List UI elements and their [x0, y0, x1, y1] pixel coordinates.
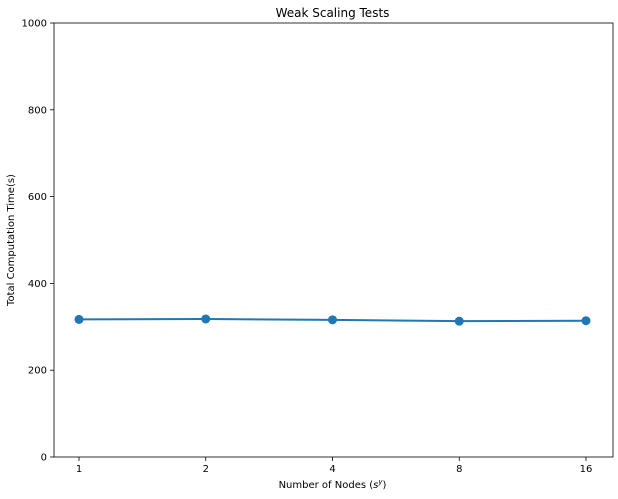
- x-axis-label: Number of Nodes (sy): [279, 478, 387, 491]
- x-tick-label: 4: [329, 464, 335, 475]
- plot-frame: [53, 22, 614, 458]
- y-tick-label: 0: [41, 453, 47, 464]
- x-tick-label: 1: [76, 464, 82, 475]
- chart-title: Weak Scaling Tests: [276, 6, 390, 20]
- x-tick-label: 2: [203, 464, 209, 475]
- y-axis-label: Total Computation Time(s): [6, 174, 17, 307]
- x-tick-label: 8: [456, 464, 462, 475]
- y-tick-label: 600: [28, 192, 47, 203]
- x-tick-label: 16: [580, 464, 593, 475]
- y-tick-label: 400: [28, 279, 47, 290]
- y-tick-label: 800: [28, 105, 47, 116]
- data-point: [581, 316, 591, 326]
- y-axis: 0 200 400 600 800 1000: [22, 19, 54, 464]
- y-tick-label: 200: [28, 366, 47, 377]
- y-tick-label: 1000: [22, 19, 47, 30]
- data-point: [74, 314, 84, 324]
- data-point: [328, 315, 337, 325]
- data-point: [454, 316, 464, 326]
- data-point: [201, 314, 211, 324]
- series-points: [74, 314, 591, 326]
- x-axis: 1 2 4 8 16: [76, 457, 593, 475]
